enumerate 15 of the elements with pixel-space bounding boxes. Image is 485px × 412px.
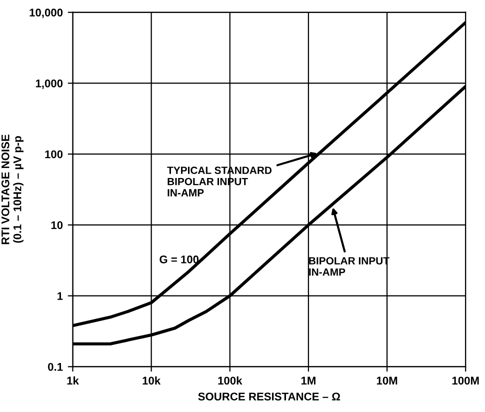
x-tick-label: 1M: [301, 376, 316, 384]
x-tick-label: 100k: [218, 376, 242, 385]
y-axis-title: RTI VOLTAGE NOISE (0.1 – 10Hz) – µV p-p: [1, 134, 24, 244]
x-tick-label: 1k: [67, 376, 79, 384]
y-tick-label: 100: [45, 150, 63, 158]
x-tick-label: 100M: [452, 376, 479, 385]
x-axis-title: SOURCE RESISTANCE – Ω: [198, 392, 340, 400]
annotation: G = 100: [160, 256, 199, 264]
y-tick-label: 1,000: [36, 79, 63, 89]
y-tick-label: 0.1: [48, 362, 63, 371]
y-tick-label: 1: [58, 292, 63, 300]
x-tick-label: 10M: [376, 376, 398, 385]
y-tick-label: 10,000: [30, 8, 63, 18]
y-tick-label: 10: [51, 221, 63, 230]
x-tick-label: 10k: [142, 376, 161, 385]
